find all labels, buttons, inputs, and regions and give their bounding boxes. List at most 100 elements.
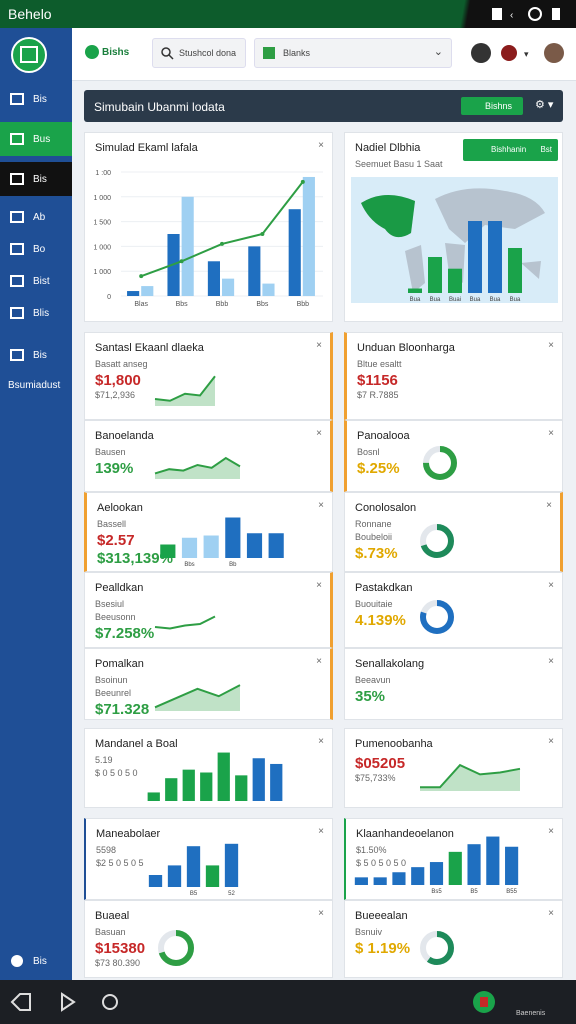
close-button[interactable]: × [548,826,554,837]
area-fill [155,376,215,406]
line-point [139,274,144,279]
bar [235,775,248,801]
bar [270,763,283,801]
bar [203,535,219,558]
card-chart: Bua Bua Buai Bua Bua Bua [351,177,558,303]
header-icons[interactable]: ▾ [468,40,568,66]
sidebar-item[interactable]: Bis [0,162,72,196]
line-series [140,181,304,278]
banner-button[interactable]: Bishns [461,97,523,115]
line-series [154,456,241,475]
card-chart [147,752,283,801]
card-chart: Bbs Bb [160,517,284,568]
search-box[interactable]: Stushcol dona [152,38,246,68]
card-subtext: Seemuet Basu 1 Saat [355,159,443,169]
bar [207,261,220,296]
icon-shape [10,93,24,105]
card-subtext: $ 5 0 5 0 5 0 [356,858,407,868]
card-value: $1156 [357,372,398,389]
bar [262,283,275,296]
card-subtext: Beeunrel [95,688,132,698]
y-tick-label: 1 :00 [95,170,111,177]
bar [428,257,442,293]
close-button[interactable]: × [548,656,554,667]
bar [217,752,230,801]
close-button[interactable]: × [316,428,322,439]
bar [224,843,239,887]
bar [222,278,235,296]
sidebar-label: Bus [33,134,51,145]
close-button[interactable]: × [316,580,322,591]
sidebar-logo[interactable] [10,36,48,74]
bar [246,533,263,558]
x-tick-label: Bbs [184,562,194,568]
close-button[interactable]: × [548,428,554,439]
card-value: 4.139% [355,612,406,629]
bar [467,844,481,885]
header-logo[interactable]: Bishs [102,47,130,58]
close-button[interactable]: × [318,140,324,151]
icon-shape [10,133,24,145]
card-button-tag: Bst [540,145,552,154]
app-icon[interactable] [472,990,498,1016]
close-button[interactable]: × [318,826,324,837]
close-button[interactable]: × [318,500,324,511]
sidebar-label: Bsumiadust [8,380,61,391]
close-button[interactable]: × [548,736,554,747]
card-title: Unduan Bloonharga [357,342,455,354]
icon-shape [10,307,24,319]
card-chart [154,456,241,479]
x-tick-label: Bb [229,562,237,568]
card-subtext: Beeavun [355,675,391,685]
card-subtext: Bassell [97,519,127,529]
bar [141,286,154,296]
sidebar-footer[interactable]: Bis [0,944,72,978]
close-button[interactable]: × [316,656,322,667]
status-icons: ‹ [492,7,560,21]
card-title: Pealldkan [95,582,144,594]
bar [186,846,201,887]
sidebar-item[interactable]: Bist [0,264,72,298]
bar [354,877,368,885]
close-button[interactable]: × [548,340,554,351]
nav-buttons[interactable] [8,990,138,1014]
line-point [260,232,265,236]
sidebar-label: Bis [33,350,47,361]
card-title: Klaanhandeoelanon [356,828,454,840]
bar [148,875,163,887]
card: Pastakdkan × Buouitaie 4.139% [344,572,563,648]
sidebar-item[interactable]: Bis [0,338,72,372]
x-tick-label: Blas [134,301,148,308]
sidebar-item[interactable]: Bis [0,82,72,116]
dropdown-text: Blanks [283,48,311,58]
close-button[interactable]: × [316,340,322,351]
bar [252,758,265,801]
line-series [420,763,521,789]
close-button[interactable]: × [318,908,324,919]
dropdown[interactable]: Blanks ⌄ [254,38,452,68]
card-button[interactable]: Bishhanin Bst [463,139,558,161]
banner-button-label: Bishns [485,101,513,111]
sidebar-item[interactable]: Blis [0,296,72,330]
card-subtext: Bsoinun [95,675,128,685]
card: Mandanel a Boal × 5.19 $ 0 5 0 5 0 [84,728,333,808]
close-button[interactable]: × [546,500,552,511]
card-title: Bueeealan [355,910,408,922]
sidebar-item[interactable]: Bsumiadust [0,368,72,402]
card-value: $.73% [355,545,398,562]
card-value: $7.258% [95,625,155,642]
card-chart [420,931,454,965]
close-button[interactable]: × [548,908,554,919]
close-button[interactable]: × [548,580,554,591]
sidebar-icon [10,307,24,319]
card: Buaeal × Basuan $15380 $73 80.390 [84,900,333,978]
area-fill [155,458,240,479]
close-button[interactable]: × [318,736,324,747]
sidebar-item[interactable]: Bus [0,122,72,156]
card-chart [420,600,454,634]
bar [167,865,182,887]
card-subtext: $ 0 5 0 5 0 [95,768,138,778]
sidebar-item[interactable]: Bo [0,232,72,266]
sidebar-item[interactable]: Ab [0,200,72,234]
